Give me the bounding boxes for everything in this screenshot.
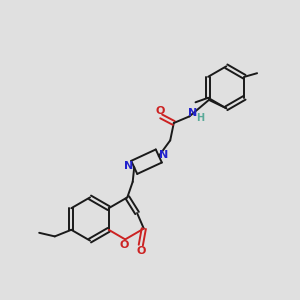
Text: N: N <box>188 108 198 118</box>
Text: N: N <box>159 149 169 160</box>
Text: O: O <box>136 245 146 256</box>
Text: O: O <box>119 240 128 250</box>
Text: H: H <box>196 113 204 123</box>
Text: O: O <box>155 106 164 116</box>
Text: N: N <box>124 161 134 171</box>
